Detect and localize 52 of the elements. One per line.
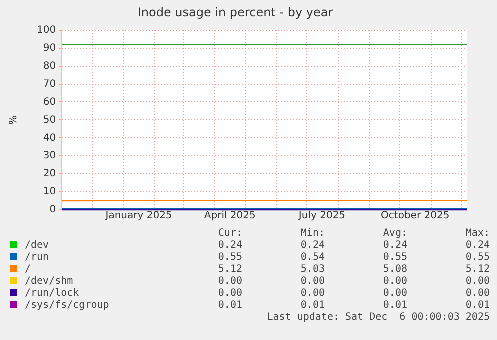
text: 0.00 bbox=[217, 276, 242, 288]
x-tick-label: October 2025 bbox=[381, 210, 450, 222]
legend-label: /dev/shm bbox=[24, 276, 74, 288]
text: 0.00 bbox=[382, 276, 408, 288]
text: 0.00 bbox=[217, 288, 242, 300]
text: 0.54 bbox=[300, 252, 325, 264]
text: Cur: bbox=[217, 228, 242, 240]
y-tick-label: 60 bbox=[43, 96, 56, 108]
text: 0.01 bbox=[382, 300, 408, 312]
text: 0.00 bbox=[300, 276, 325, 288]
text: 5.03 bbox=[300, 264, 325, 276]
legend-label: /run/lock bbox=[24, 288, 80, 300]
text: Last update: Sat Dec 6 00:00:03 2025 bbox=[266, 312, 490, 324]
text: 5.12 bbox=[464, 264, 490, 276]
y-tick-label: 0 bbox=[50, 204, 56, 216]
y-tick-label: 50 bbox=[43, 114, 56, 126]
text: 0.55 bbox=[217, 252, 242, 264]
legend-label: /dev bbox=[24, 240, 50, 252]
legend-label: /run bbox=[24, 252, 50, 264]
text: 0.00 bbox=[300, 288, 325, 300]
text: 0.24 bbox=[300, 240, 325, 252]
text: 0.24 bbox=[464, 240, 490, 252]
text: 0.01 bbox=[464, 300, 490, 312]
y-axis-title: % bbox=[8, 115, 20, 125]
text: 5.12 bbox=[217, 264, 242, 276]
legend-label: / bbox=[24, 264, 32, 276]
text: Avg: bbox=[382, 228, 408, 240]
text: 0.55 bbox=[382, 252, 408, 264]
text: 0.00 bbox=[464, 288, 490, 300]
y-tick-label: 90 bbox=[43, 42, 56, 54]
text: 0.00 bbox=[382, 288, 408, 300]
y-tick-label: 40 bbox=[43, 132, 56, 144]
text: Min: bbox=[300, 228, 325, 240]
text: 0.24 bbox=[217, 240, 242, 252]
text: 5.08 bbox=[382, 264, 408, 276]
text: 0.01 bbox=[300, 300, 325, 312]
x-tick-label: July 2025 bbox=[298, 210, 346, 222]
text: Max: bbox=[464, 228, 490, 240]
text: 0.01 bbox=[217, 300, 242, 312]
x-tick-label: April 2025 bbox=[204, 210, 256, 222]
text: 0.55 bbox=[464, 252, 490, 264]
chart-title: Inode usage in percent - by year bbox=[138, 5, 334, 20]
y-tick-label: 30 bbox=[43, 150, 56, 162]
y-tick-label: 70 bbox=[43, 78, 56, 90]
y-tick-label: 20 bbox=[43, 168, 56, 180]
text: 0.00 bbox=[464, 276, 490, 288]
legend-label: /sys/fs/cgroup bbox=[24, 300, 110, 312]
y-tick-label: 10 bbox=[43, 186, 56, 198]
x-tick-label: January 2025 bbox=[104, 210, 172, 222]
y-tick-label: 100 bbox=[36, 24, 56, 36]
y-tick-label: 80 bbox=[43, 60, 56, 72]
text: 0.24 bbox=[382, 240, 408, 252]
